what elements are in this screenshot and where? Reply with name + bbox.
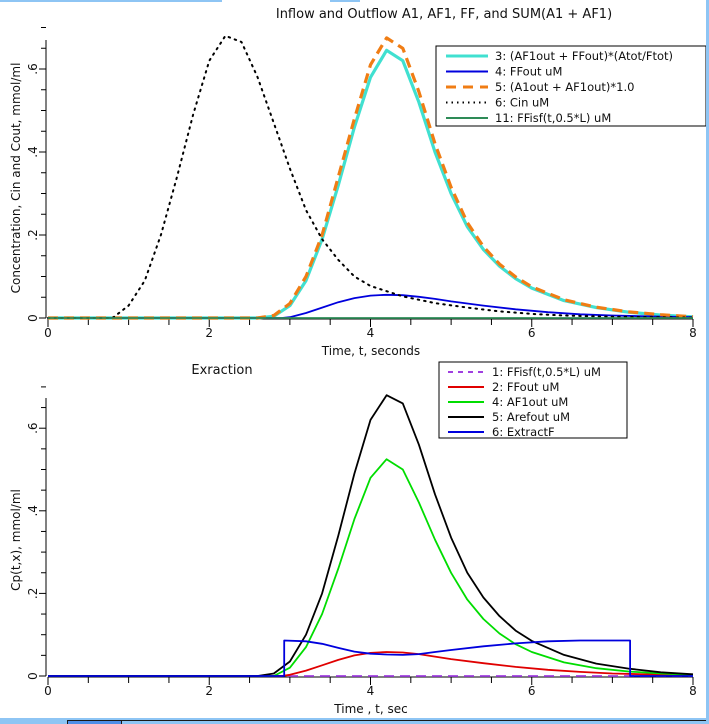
x-axis-label: Time, t, seconds (321, 344, 420, 358)
series-line (48, 639, 693, 677)
y-tick-label: .4 (26, 146, 40, 157)
legend: 3: (AF1out + FFout)*(Atot/Ftot) 4: FFout … (435, 45, 706, 127)
chart-title: Exraction (191, 363, 252, 378)
legend-label: 3: (AF1out + FFout)*(Atot/Ftot) (495, 49, 673, 63)
legend-label: 2: FFout uM (492, 380, 559, 394)
chart-inflow-outflow: Inflow and Outflow A1, AF1, FF, and SUM(… (9, 7, 706, 358)
x-tick-label: 6 (528, 684, 536, 698)
y-axis-label: Cp(t,x), mmol/ml (9, 489, 23, 591)
legend: 1: FFisf(t,0.5*L) uM2: FFout uM4: AF1out… (438, 361, 628, 439)
series-line (48, 651, 694, 677)
y-tick-label: .4 (26, 505, 40, 516)
series-line (48, 394, 694, 677)
window-frame-right (706, 0, 709, 724)
y-tick-label: .2 (26, 588, 40, 599)
axes: 0 .2 .4 .6 0 2 4 6 8 (26, 386, 697, 698)
legend-label: 5: Arefout uM (492, 410, 570, 424)
window-frame-bottom (0, 718, 709, 724)
y-tick-label: 0 (26, 314, 40, 322)
tab-bar-line (67, 720, 706, 721)
series-line (48, 36, 694, 320)
y-tick-label: .2 (26, 229, 40, 240)
legend-label: 6: Cin uM (495, 96, 549, 110)
x-tick-label: 4 (367, 326, 375, 340)
x-tick-label: 8 (689, 326, 697, 340)
series-layer (47, 34, 694, 320)
x-axis-label: Time , t, sec (333, 702, 407, 716)
x-tick-label: 8 (689, 684, 697, 698)
window-frame-top (0, 0, 222, 2)
x-tick-label: 2 (205, 684, 213, 698)
y-tick-label: .6 (26, 63, 40, 74)
series-line (48, 458, 694, 677)
window-frame-top-segment (330, 0, 360, 2)
series-line (48, 293, 694, 319)
x-tick-label: 0 (44, 326, 52, 340)
x-tick-label: 2 (205, 326, 213, 340)
series-line (47, 34, 694, 319)
x-tick-label: 6 (528, 326, 536, 340)
series-layer (48, 394, 694, 677)
legend-box (438, 361, 628, 439)
chart-title: Inflow and Outflow A1, AF1, FF, and SUM(… (276, 7, 612, 22)
legend-label: 4: FFout uM (495, 65, 562, 79)
y-tick-label: 0 (26, 672, 40, 680)
legend-label: 5: (A1out + AF1out)*1.0 (495, 80, 634, 94)
x-tick-label: 0 (44, 684, 52, 698)
legend-label: 4: AF1out uM (492, 395, 568, 409)
y-axis-label: Concentration, Cin and Cout, mmol/ml (9, 63, 23, 294)
legend-label: 6: ExtractF (492, 425, 555, 439)
window-tab[interactable] (67, 720, 122, 724)
chart-extraction: Exraction Time , t, sec Cp(t,x), mmol/ml… (9, 361, 697, 716)
y-tick-label: .6 (26, 422, 40, 433)
x-tick-label: 4 (367, 684, 375, 698)
legend-label: 11: FFisf(t,0.5*L) uM (495, 111, 611, 125)
legend-label: 1: FFisf(t,0.5*L) uM (492, 365, 601, 379)
